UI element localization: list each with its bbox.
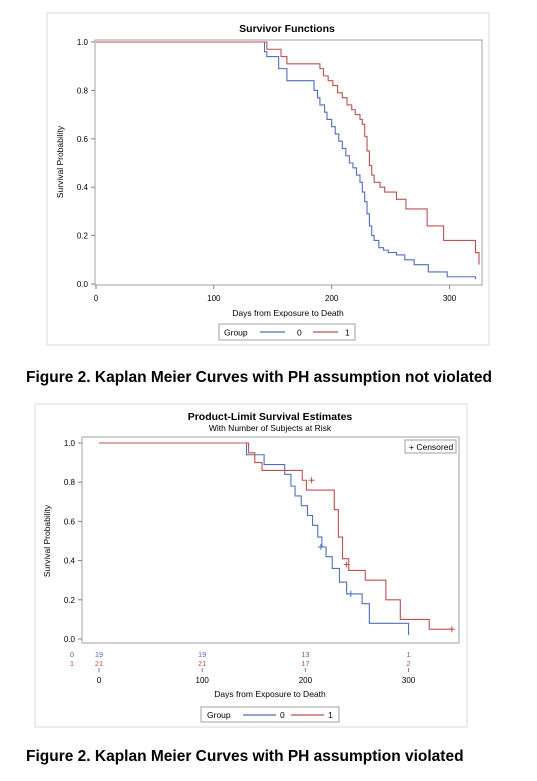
figure2-y-axis: 0.0 0.2 0.4 0.6 0.8 1.0 <box>64 439 82 644</box>
figure1-legend-label-0: 0 <box>297 328 302 338</box>
y-tick-label: 0.0 <box>64 635 76 644</box>
figure2-chart: Product-Limit Survival Estimates With Nu… <box>34 403 468 728</box>
figure1-legend-title: Group <box>224 328 248 338</box>
y-tick-label: 0.2 <box>77 232 89 241</box>
at-risk-group-label: 1 <box>70 659 74 668</box>
figure1-y-label: Survival Probability <box>55 125 65 198</box>
figure2-y-label: Survival Probability <box>42 504 52 577</box>
at-risk-count: 13 <box>301 650 309 659</box>
series-1-line <box>96 41 480 265</box>
y-tick-label: 0.8 <box>77 86 89 95</box>
x-tick-label: 300 <box>443 294 457 303</box>
at-risk-count: 21 <box>95 659 103 668</box>
at-risk-count: 19 <box>95 650 103 659</box>
figure1-chart: Survivor Functions 0.0 0.2 0.4 0.6 0.8 1.0 0 1… <box>46 12 490 346</box>
figure1-legend-box <box>218 323 356 341</box>
figure1-series-group <box>96 41 480 280</box>
censored-marker <box>308 477 315 484</box>
figure2-censored-legend: + Censored <box>404 439 457 454</box>
censored-marker <box>343 561 350 568</box>
x-tick-label: 200 <box>325 294 339 303</box>
figure2-legend-title: Group <box>207 710 231 720</box>
figure2-at-risk-table: 0 19 19 13 1 1 21 21 17 2 <box>70 650 411 668</box>
figure1-title: Survivor Functions <box>239 23 335 35</box>
figure2-frame <box>34 403 468 728</box>
figure2-legend-label-0: 0 <box>280 710 285 720</box>
y-tick-label: 0.4 <box>64 557 76 566</box>
x-tick-label: 100 <box>207 294 221 303</box>
x-tick-label: 0 <box>94 294 99 303</box>
y-tick-label: 0.6 <box>77 135 89 144</box>
figure2-legend-label-1: 1 <box>328 710 333 720</box>
x-tick-label: 200 <box>299 676 313 685</box>
figure1-caption: Figure 2. Kaplan Meier Curves with PH as… <box>26 369 492 386</box>
y-tick-label: 0.0 <box>77 280 89 289</box>
at-risk-group-label: 0 <box>70 650 74 659</box>
series-0-line <box>96 41 477 280</box>
x-tick-label: 100 <box>196 676 210 685</box>
censored-marker <box>448 626 455 633</box>
at-risk-count: 19 <box>198 650 206 659</box>
figure1-x-label: Days from Exposure to Death <box>232 308 344 318</box>
y-tick-label: 0.4 <box>77 183 89 192</box>
figure2-caption: Figure 2. Kaplan Meier Curves with PH as… <box>26 748 464 765</box>
figure2-censored-legend-label: + Censored <box>409 442 453 452</box>
figure1-plot-area <box>94 39 483 286</box>
censored-marker <box>347 590 354 597</box>
figure2-legend: Group 0 1 <box>200 706 340 723</box>
y-tick-label: 0.2 <box>64 596 76 605</box>
at-risk-count: 1 <box>406 650 410 659</box>
x-tick-label: 300 <box>402 676 416 685</box>
figure2-plot-area <box>81 436 460 644</box>
figure2-series-group <box>99 442 455 636</box>
at-risk-count: 21 <box>198 659 206 668</box>
at-risk-count: 2 <box>406 659 410 668</box>
figure1-legend: Group 0 1 <box>218 323 356 341</box>
figure2-x-axis: 0 100 200 300 <box>97 668 416 685</box>
figure2-title: Product-Limit Survival Estimates <box>188 411 353 423</box>
y-tick-label: 0.8 <box>64 478 76 487</box>
figure2-censored-legend-box <box>404 439 457 454</box>
at-risk-count: 17 <box>301 659 309 668</box>
y-tick-label: 1.0 <box>64 439 76 448</box>
x-tick-label: 0 <box>97 676 102 685</box>
figure2-x-label: Days from Exposure to Death <box>214 689 326 699</box>
figure1-x-axis: 0 100 200 300 <box>94 285 457 303</box>
figure1-legend-label-1: 1 <box>345 328 350 338</box>
y-tick-label: 0.6 <box>64 517 76 526</box>
series-1-line <box>99 442 452 630</box>
figure1-y-axis: 0.0 0.2 0.4 0.6 0.8 1.0 <box>77 38 95 289</box>
figure2-subtitle: With Number of Subjects at Risk <box>209 423 332 433</box>
y-tick-label: 1.0 <box>77 38 89 47</box>
figure1-frame <box>46 12 490 346</box>
censored-marker <box>317 543 324 550</box>
